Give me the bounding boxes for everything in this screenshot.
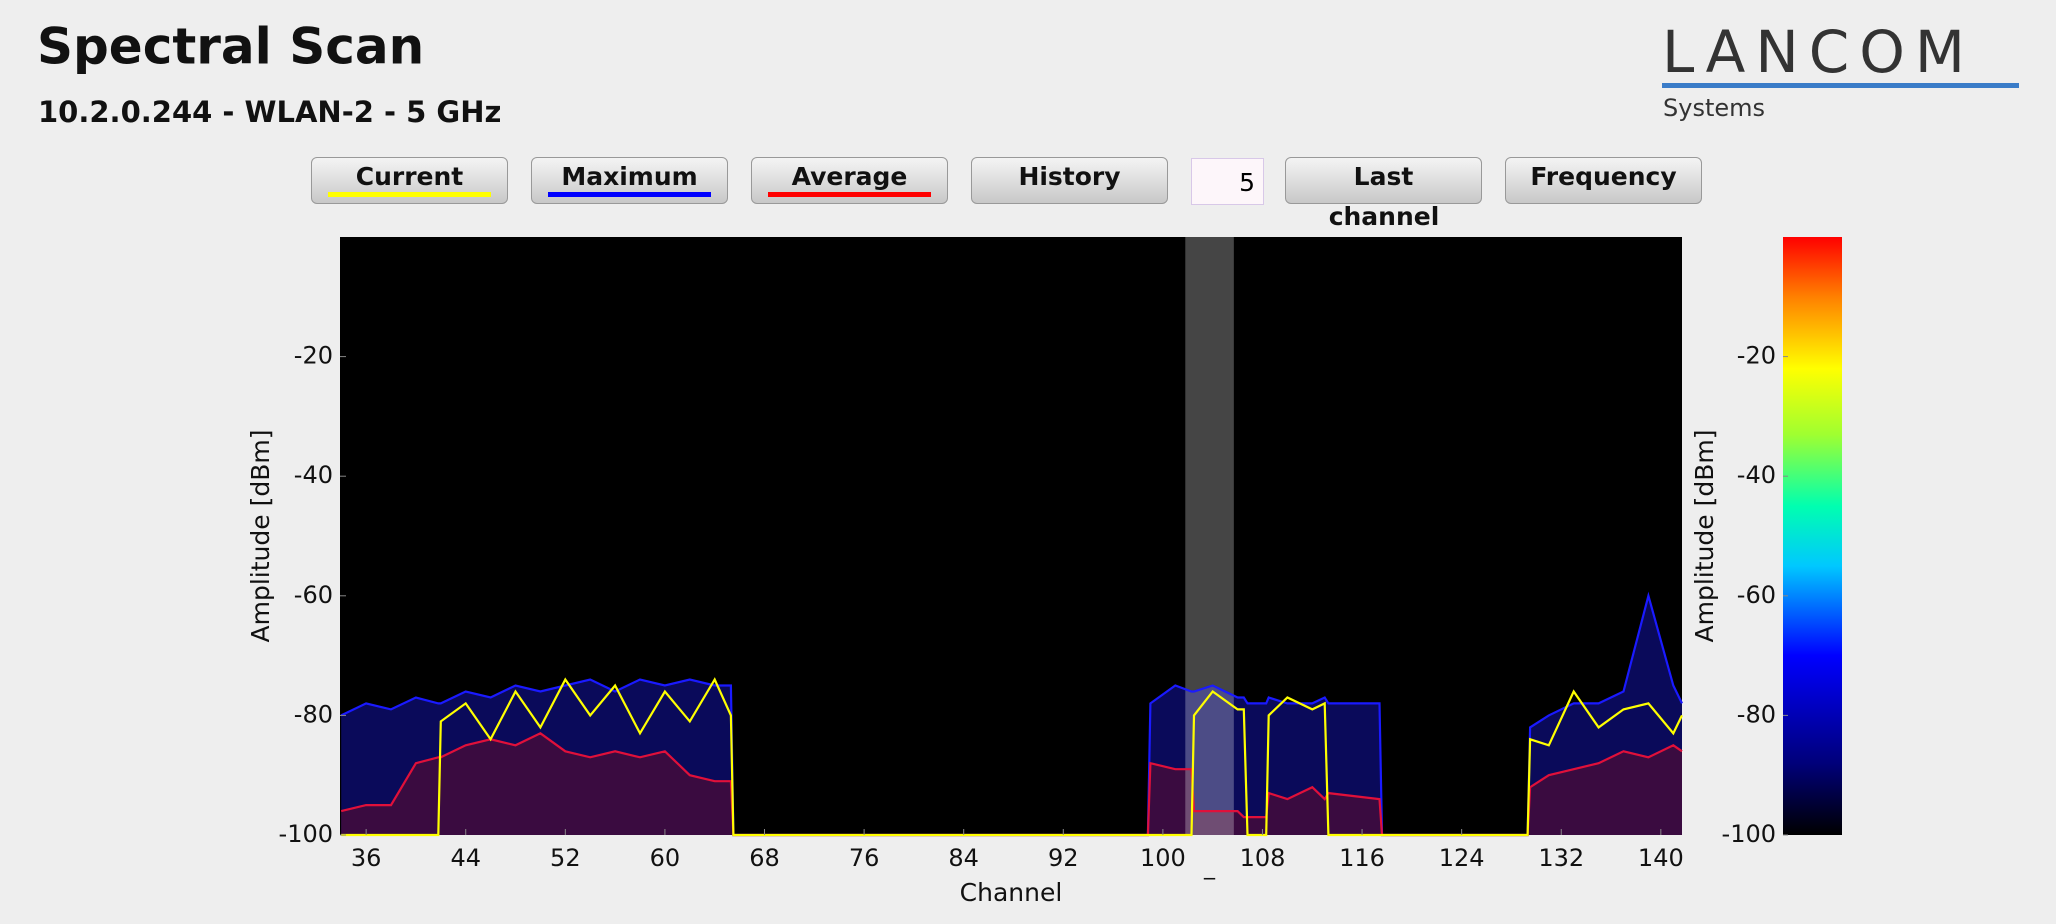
button-label: Average bbox=[791, 162, 908, 191]
x-tick-label: 116 bbox=[1339, 844, 1385, 872]
subtitle: 10.2.0.244 - WLAN-2 - 5 GHz bbox=[38, 95, 501, 129]
line bbox=[341, 677, 1683, 837]
x-tick-label: 140 bbox=[1638, 844, 1684, 872]
x-tick-label: 92 bbox=[1048, 844, 1079, 872]
x-tick-label: 124 bbox=[1439, 844, 1485, 872]
colorbar-tick-label: -60 bbox=[1737, 581, 1776, 609]
colorbar bbox=[1783, 237, 1842, 835]
x-tick-label: 44 bbox=[450, 844, 481, 872]
x-axis-label: Channel bbox=[960, 878, 1063, 907]
colorbar-tick-label: -80 bbox=[1737, 700, 1776, 728]
logo: LANCOM bbox=[1662, 18, 1975, 86]
logo-tagline: Systems bbox=[1663, 94, 1765, 122]
button-sublabel: channel bbox=[1329, 202, 1440, 231]
button-label: History bbox=[1018, 162, 1121, 191]
y-tick-label: -80 bbox=[294, 700, 333, 728]
button[interactable]: Current bbox=[311, 157, 508, 204]
area bbox=[341, 733, 1683, 835]
y-tick-label: -40 bbox=[294, 461, 333, 489]
button-label: Last bbox=[1353, 162, 1414, 191]
y-tick-label: -100 bbox=[279, 820, 333, 848]
button-underline bbox=[328, 192, 491, 197]
button[interactable]: Maximum bbox=[531, 157, 728, 204]
button[interactable]: Last bbox=[1285, 157, 1482, 204]
button[interactable]: Frequency bbox=[1505, 157, 1702, 204]
x-tick-label: 52 bbox=[550, 844, 581, 872]
y-tick-label: -20 bbox=[294, 342, 333, 370]
button[interactable]: Average bbox=[751, 157, 948, 204]
colorbar-tick-label: -40 bbox=[1737, 461, 1776, 489]
logo-bar bbox=[1662, 83, 2019, 88]
button-underline bbox=[768, 192, 931, 197]
colorbar-tick-label: -100 bbox=[1722, 820, 1776, 848]
history-input[interactable]: 5 bbox=[1191, 158, 1264, 205]
x-tick-label: 132 bbox=[1538, 844, 1584, 872]
y-tick-label: -60 bbox=[294, 581, 333, 609]
button-label: Frequency bbox=[1530, 162, 1677, 191]
x-tick-label: 84 bbox=[948, 844, 979, 872]
x-tick-label: 60 bbox=[650, 844, 681, 872]
x-tick-label: 76 bbox=[849, 844, 880, 872]
colorbar-tick-label: -20 bbox=[1737, 342, 1776, 370]
x-tick-label: 108 bbox=[1240, 844, 1286, 872]
y-axis-label: Amplitude [dBm] bbox=[246, 430, 275, 643]
colorbar-label: Amplitude [dBm] bbox=[1690, 430, 1719, 643]
button-label: Maximum bbox=[561, 162, 698, 191]
button-underline bbox=[548, 192, 711, 197]
button-label: Current bbox=[355, 162, 464, 191]
x-tick-label: 100 bbox=[1140, 844, 1186, 872]
highlight-label: _ bbox=[1203, 855, 1216, 880]
x-tick-label: 36 bbox=[351, 844, 382, 872]
title: Spectral Scan bbox=[37, 18, 424, 76]
button[interactable]: History bbox=[971, 157, 1168, 204]
x-tick-label: 68 bbox=[749, 844, 780, 872]
